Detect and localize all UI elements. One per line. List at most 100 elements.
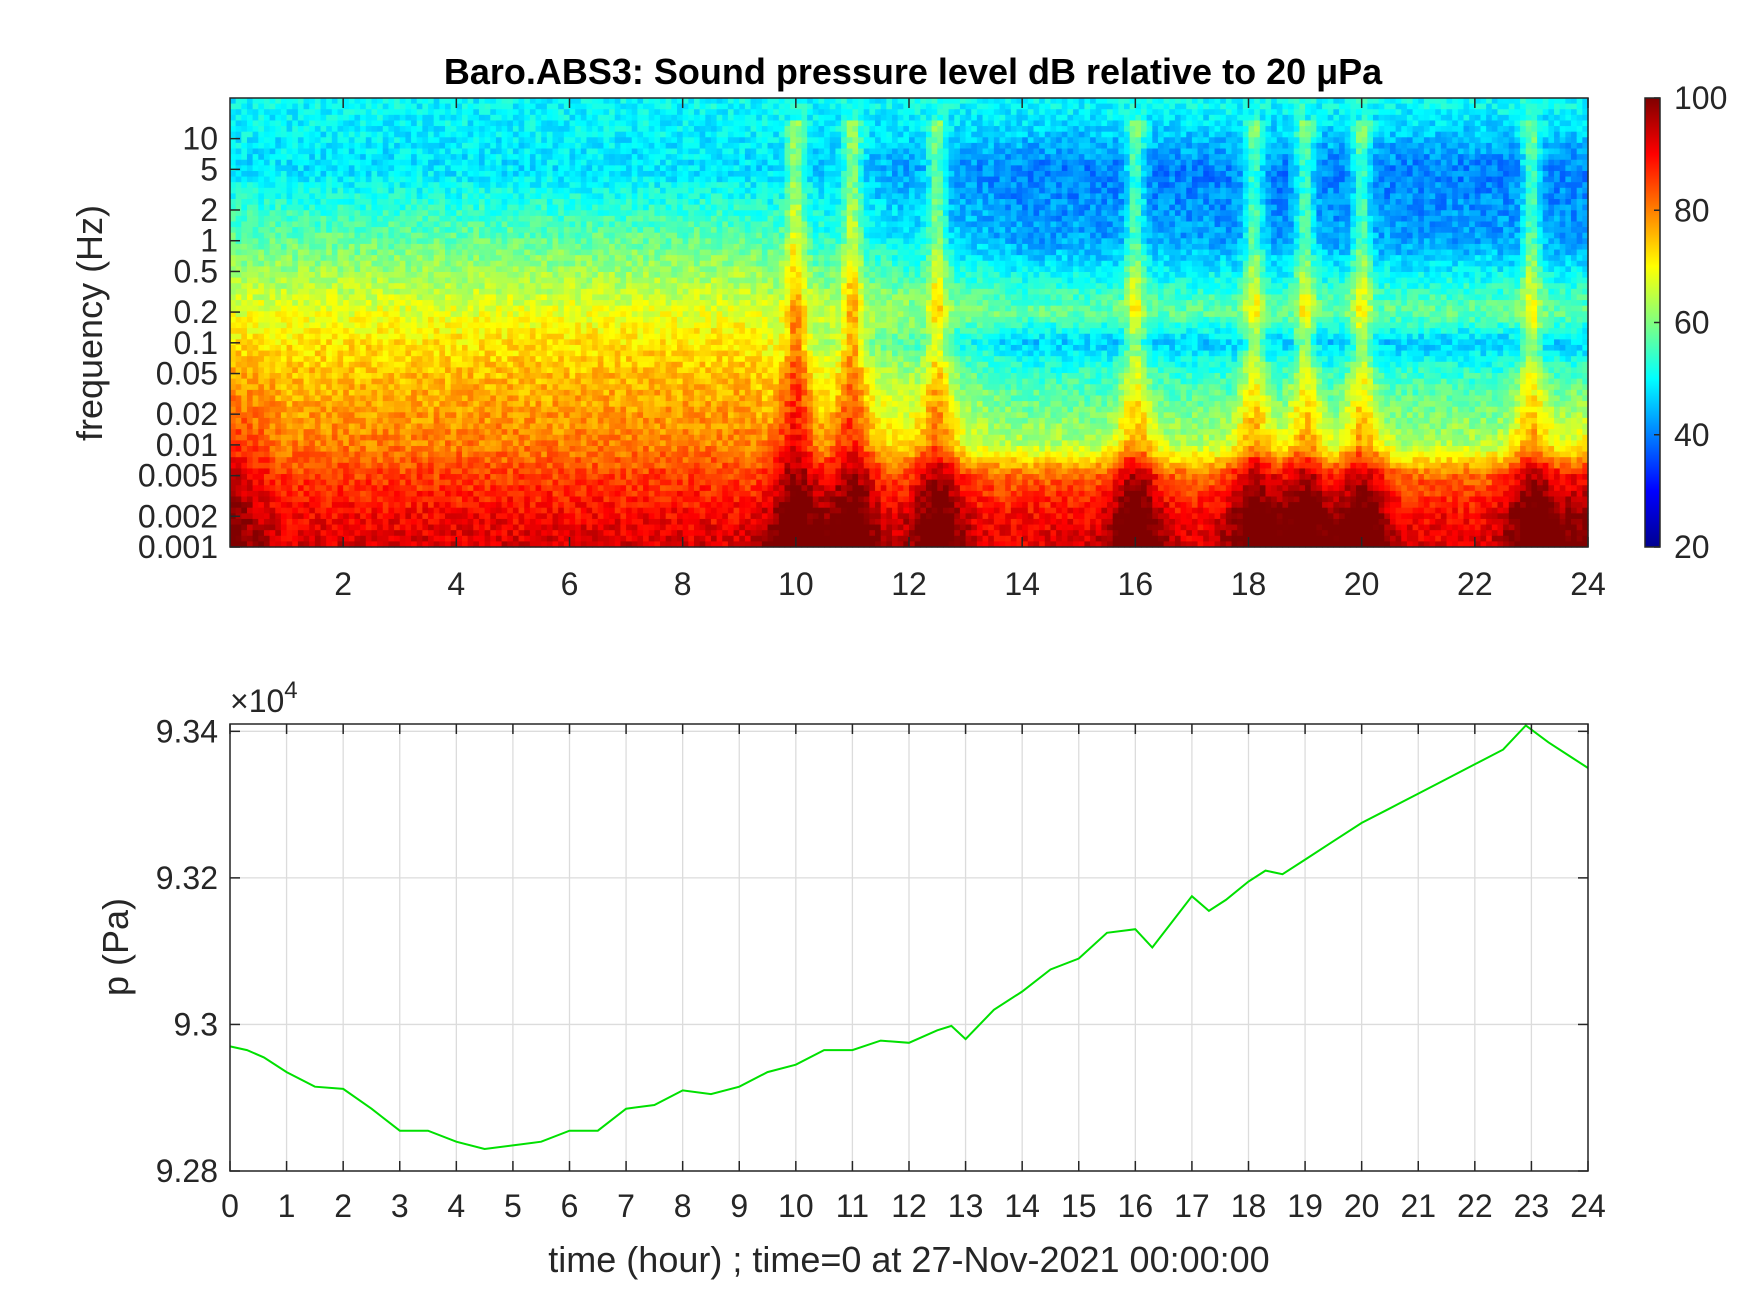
heatmap-cell	[309, 429, 315, 435]
heatmap-cell	[354, 132, 360, 138]
heatmap-cell	[332, 491, 338, 497]
heatmap-cell	[315, 210, 321, 216]
heatmap-cell	[326, 474, 332, 480]
heatmap-cell	[371, 126, 377, 132]
heatmap-cell	[349, 120, 355, 126]
heatmap-cell	[360, 109, 366, 115]
heatmap-cell	[326, 491, 332, 497]
heatmap-cell	[304, 98, 310, 104]
heatmap-cell	[315, 401, 321, 407]
heatmap-cell	[241, 272, 247, 278]
heatmap-cell	[315, 429, 321, 435]
heatmap-cell	[366, 261, 372, 267]
heatmap-cell	[298, 272, 304, 278]
heatmap-cell	[332, 115, 338, 121]
heatmap-cell	[360, 536, 366, 542]
heatmap-cell	[360, 289, 366, 295]
heatmap-cell	[247, 182, 253, 188]
heatmap-cell	[287, 457, 293, 463]
heatmap-cell	[354, 98, 360, 104]
heatmap-cell	[321, 502, 327, 508]
heatmap-cell	[349, 485, 355, 491]
heatmap-cell	[241, 334, 247, 340]
heatmap-cell	[315, 221, 321, 227]
heatmap-cell	[247, 429, 253, 435]
heatmap-cell	[304, 104, 310, 110]
heatmap-cell	[326, 132, 332, 138]
heatmap-cell	[241, 384, 247, 390]
heatmap-cell	[354, 468, 360, 474]
heatmap-cell	[258, 429, 264, 435]
heatmap-cell	[304, 289, 310, 295]
heatmap-cell	[326, 435, 332, 441]
heatmap-cell	[281, 227, 287, 233]
heatmap-cell	[315, 424, 321, 430]
heatmap-cell	[315, 317, 321, 323]
heatmap-cell	[230, 289, 236, 295]
heatmap-cell	[338, 418, 344, 424]
heatmap-cell	[241, 154, 247, 160]
heatmap-cell	[298, 244, 304, 250]
heatmap-cell	[326, 328, 332, 334]
heatmap-cell	[315, 339, 321, 345]
heatmap-cell	[332, 120, 338, 126]
heatmap-cell	[258, 468, 264, 474]
heatmap-cell	[298, 227, 304, 233]
heatmap-cell	[321, 283, 327, 289]
heatmap-cell	[270, 227, 276, 233]
heatmap-cell	[304, 468, 310, 474]
heatmap-cell	[230, 367, 236, 373]
heatmap-cell	[309, 345, 315, 351]
heatmap-cell	[326, 485, 332, 491]
heatmap-cell	[349, 199, 355, 205]
heatmap-cell	[247, 283, 253, 289]
heatmap-cell	[366, 519, 372, 525]
heatmap-cell	[298, 132, 304, 138]
heatmap-cell	[304, 109, 310, 115]
heatmap-cell	[247, 373, 253, 379]
heatmap-cell	[309, 294, 315, 300]
heatmap-cell	[309, 407, 315, 413]
heatmap-cell	[292, 160, 298, 166]
heatmap-cell	[275, 238, 281, 244]
heatmap-cell	[315, 188, 321, 194]
heatmap-cell	[304, 480, 310, 486]
heatmap-cell	[338, 424, 344, 430]
heatmap-cell	[287, 306, 293, 312]
heatmap-cell	[343, 407, 349, 413]
heatmap-cell	[230, 418, 236, 424]
heatmap-cell	[292, 435, 298, 441]
heatmap-cell	[371, 132, 377, 138]
heatmap-cell	[270, 255, 276, 261]
heatmap-cell	[241, 502, 247, 508]
heatmap-cell	[275, 221, 281, 227]
heatmap-cell	[230, 390, 236, 396]
heatmap-cell	[236, 435, 242, 441]
heatmap-cell	[354, 334, 360, 340]
heatmap-cell	[349, 160, 355, 166]
heatmap-cell	[281, 525, 287, 531]
heatmap-cell	[338, 390, 344, 396]
heatmap-cell	[354, 463, 360, 469]
heatmap-cell	[366, 530, 372, 536]
heatmap-cell	[321, 468, 327, 474]
heatmap-cell	[253, 216, 259, 222]
heatmap-cell	[253, 177, 259, 183]
heatmap-cell	[354, 485, 360, 491]
heatmap-cell	[354, 272, 360, 278]
heatmap-cell	[343, 440, 349, 446]
heatmap-cell	[343, 452, 349, 458]
heatmap-cell	[275, 250, 281, 256]
heatmap-cell	[326, 457, 332, 463]
heatmap-cell	[258, 457, 264, 463]
heatmap-cell	[253, 182, 259, 188]
heatmap-cell	[264, 435, 270, 441]
heatmap-cell	[360, 311, 366, 317]
heatmap-cell	[292, 283, 298, 289]
heatmap-cell	[275, 429, 281, 435]
heatmap-cell	[338, 160, 344, 166]
heatmap-cell	[281, 294, 287, 300]
heatmap-cell	[236, 468, 242, 474]
heatmap-cell	[275, 317, 281, 323]
heatmap-cell	[230, 412, 236, 418]
